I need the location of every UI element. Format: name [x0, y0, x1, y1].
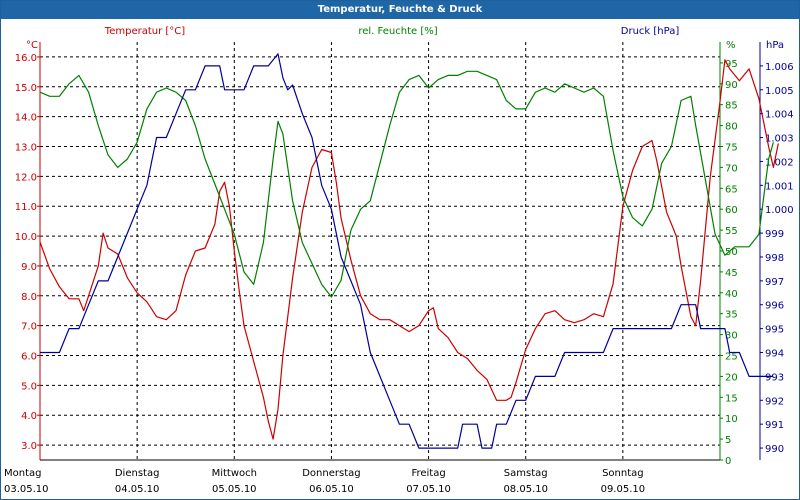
humidity-tick-label: 20 — [725, 372, 738, 383]
legend-pressure: Druck [hPa] — [621, 26, 680, 37]
humidity-tick-label: 75 — [725, 143, 738, 154]
x-day-label: Sonntag — [602, 468, 644, 479]
x-date-label: 03.05.10 — [4, 484, 49, 495]
humidity-tick-label: 90 — [725, 80, 738, 91]
grid — [39, 42, 721, 460]
x-date-label: 09.05.10 — [601, 484, 646, 495]
humidity-tick-label: 30 — [725, 331, 738, 342]
humidity-tick-label: 80 — [725, 122, 738, 133]
temperature-tick-label: 16.0 — [15, 53, 37, 64]
pressure-tick-label: 994 — [765, 349, 784, 360]
x-axis-labels: Montag 03.05.10 Dienstag 04.05.10 Mittwoch 05… — [4, 468, 645, 495]
x-day-label: Samstag — [504, 468, 548, 479]
temperature-tick-label: 8.0 — [21, 292, 37, 303]
temperature-tick-label: 5.0 — [21, 381, 37, 392]
series-line-humidity — [39, 70, 774, 298]
humidity-tick-label: 10 — [725, 414, 738, 425]
x-date-label: 07.05.10 — [406, 484, 451, 495]
temperature-tick-label: 11.0 — [15, 202, 37, 213]
humidity-tick-label: 25 — [725, 352, 738, 363]
humidity-tick-label: 45 — [725, 268, 738, 279]
x-day-label: Dienstag — [115, 468, 160, 479]
x-date-label: 05.05.10 — [212, 484, 257, 495]
temperature-tick-label: 3.0 — [21, 441, 37, 452]
pressure-tick-label: 992 — [765, 396, 784, 407]
humidity-tick-label: 0 — [725, 456, 731, 467]
pressure-tick-label: 1.002 — [765, 157, 794, 168]
temperature-axis-unit: °C — [26, 40, 38, 51]
pressure-tick-label: 995 — [765, 325, 784, 336]
x-day-label: Montag — [4, 468, 41, 479]
pressure-tick-label: 996 — [765, 301, 784, 312]
pressure-tick-label: 1.006 — [765, 62, 794, 73]
humidity-tick-label: 5 — [725, 435, 731, 446]
humidity-tick-label: 60 — [725, 205, 738, 216]
temperature-tick-label: 7.0 — [21, 322, 37, 333]
pressure-tick-label: 990 — [765, 444, 784, 455]
pressure-tick-label: 997 — [765, 277, 784, 288]
series-line-pressure — [40, 53, 774, 449]
chart-title: Temperatur, Feuchte & Druck — [1, 1, 799, 19]
temperature-tick-label: 12.0 — [15, 172, 37, 183]
humidity-tick-label: 65 — [725, 184, 738, 195]
temperature-tick-label: 4.0 — [21, 411, 37, 422]
humidity-tick-label: 50 — [725, 247, 738, 258]
humidity-tick-label: 35 — [725, 310, 738, 321]
temperature-tick-label: 14.0 — [15, 113, 37, 124]
pressure-tick-label: 1.001 — [765, 181, 794, 192]
tick-labels: 3.0 4.0 5.0 6.0 7.0 8.0 9.0 10.0 11.0 12.0 13.0 14.… — [15, 53, 794, 467]
humidity-tick-label: 55 — [725, 226, 738, 237]
series-line-temperature — [39, 59, 779, 440]
humidity-tick-label: 95 — [725, 59, 738, 70]
axes — [39, 42, 761, 461]
pressure-axis-unit: hPa — [766, 40, 784, 51]
temperature-tick-label: 13.0 — [15, 143, 37, 154]
series-lines — [39, 53, 779, 449]
temperature-tick-label: 6.0 — [21, 352, 37, 363]
x-date-label: 04.05.10 — [115, 484, 160, 495]
x-day-label: Freitag — [411, 468, 445, 479]
pressure-tick-label: 999 — [765, 229, 784, 240]
temperature-tick-label: 10.0 — [15, 232, 37, 243]
humidity-tick-label: 40 — [725, 289, 738, 300]
humidity-tick-label: 70 — [725, 163, 738, 174]
pressure-tick-label: 991 — [765, 420, 784, 431]
temperature-tick-label: 15.0 — [15, 83, 37, 94]
x-date-label: 08.05.10 — [503, 484, 548, 495]
pressure-tick-label: 998 — [765, 253, 784, 264]
legend-temperature: Temperatur [°C] — [104, 26, 185, 37]
humidity-tick-label: 85 — [725, 101, 738, 112]
legend: Temperatur [°C] rel. Feuchte [%] Druck [… — [104, 26, 680, 37]
pressure-tick-label: 1.005 — [765, 86, 794, 97]
x-day-label: Mittwoch — [212, 468, 257, 479]
humidity-tick-label: 15 — [725, 393, 738, 404]
temperature-tick-label: 9.0 — [21, 262, 37, 273]
x-date-label: 06.05.10 — [309, 484, 354, 495]
pressure-tick-label: 993 — [765, 372, 784, 383]
pressure-tick-label: 1.004 — [765, 110, 794, 121]
x-day-label: Donnerstag — [302, 468, 360, 479]
humidity-axis-unit: % — [726, 40, 736, 51]
pressure-tick-label: 1.003 — [765, 134, 794, 145]
pressure-tick-label: 1.000 — [765, 205, 794, 216]
legend-humidity: rel. Feuchte [%] — [358, 26, 437, 37]
